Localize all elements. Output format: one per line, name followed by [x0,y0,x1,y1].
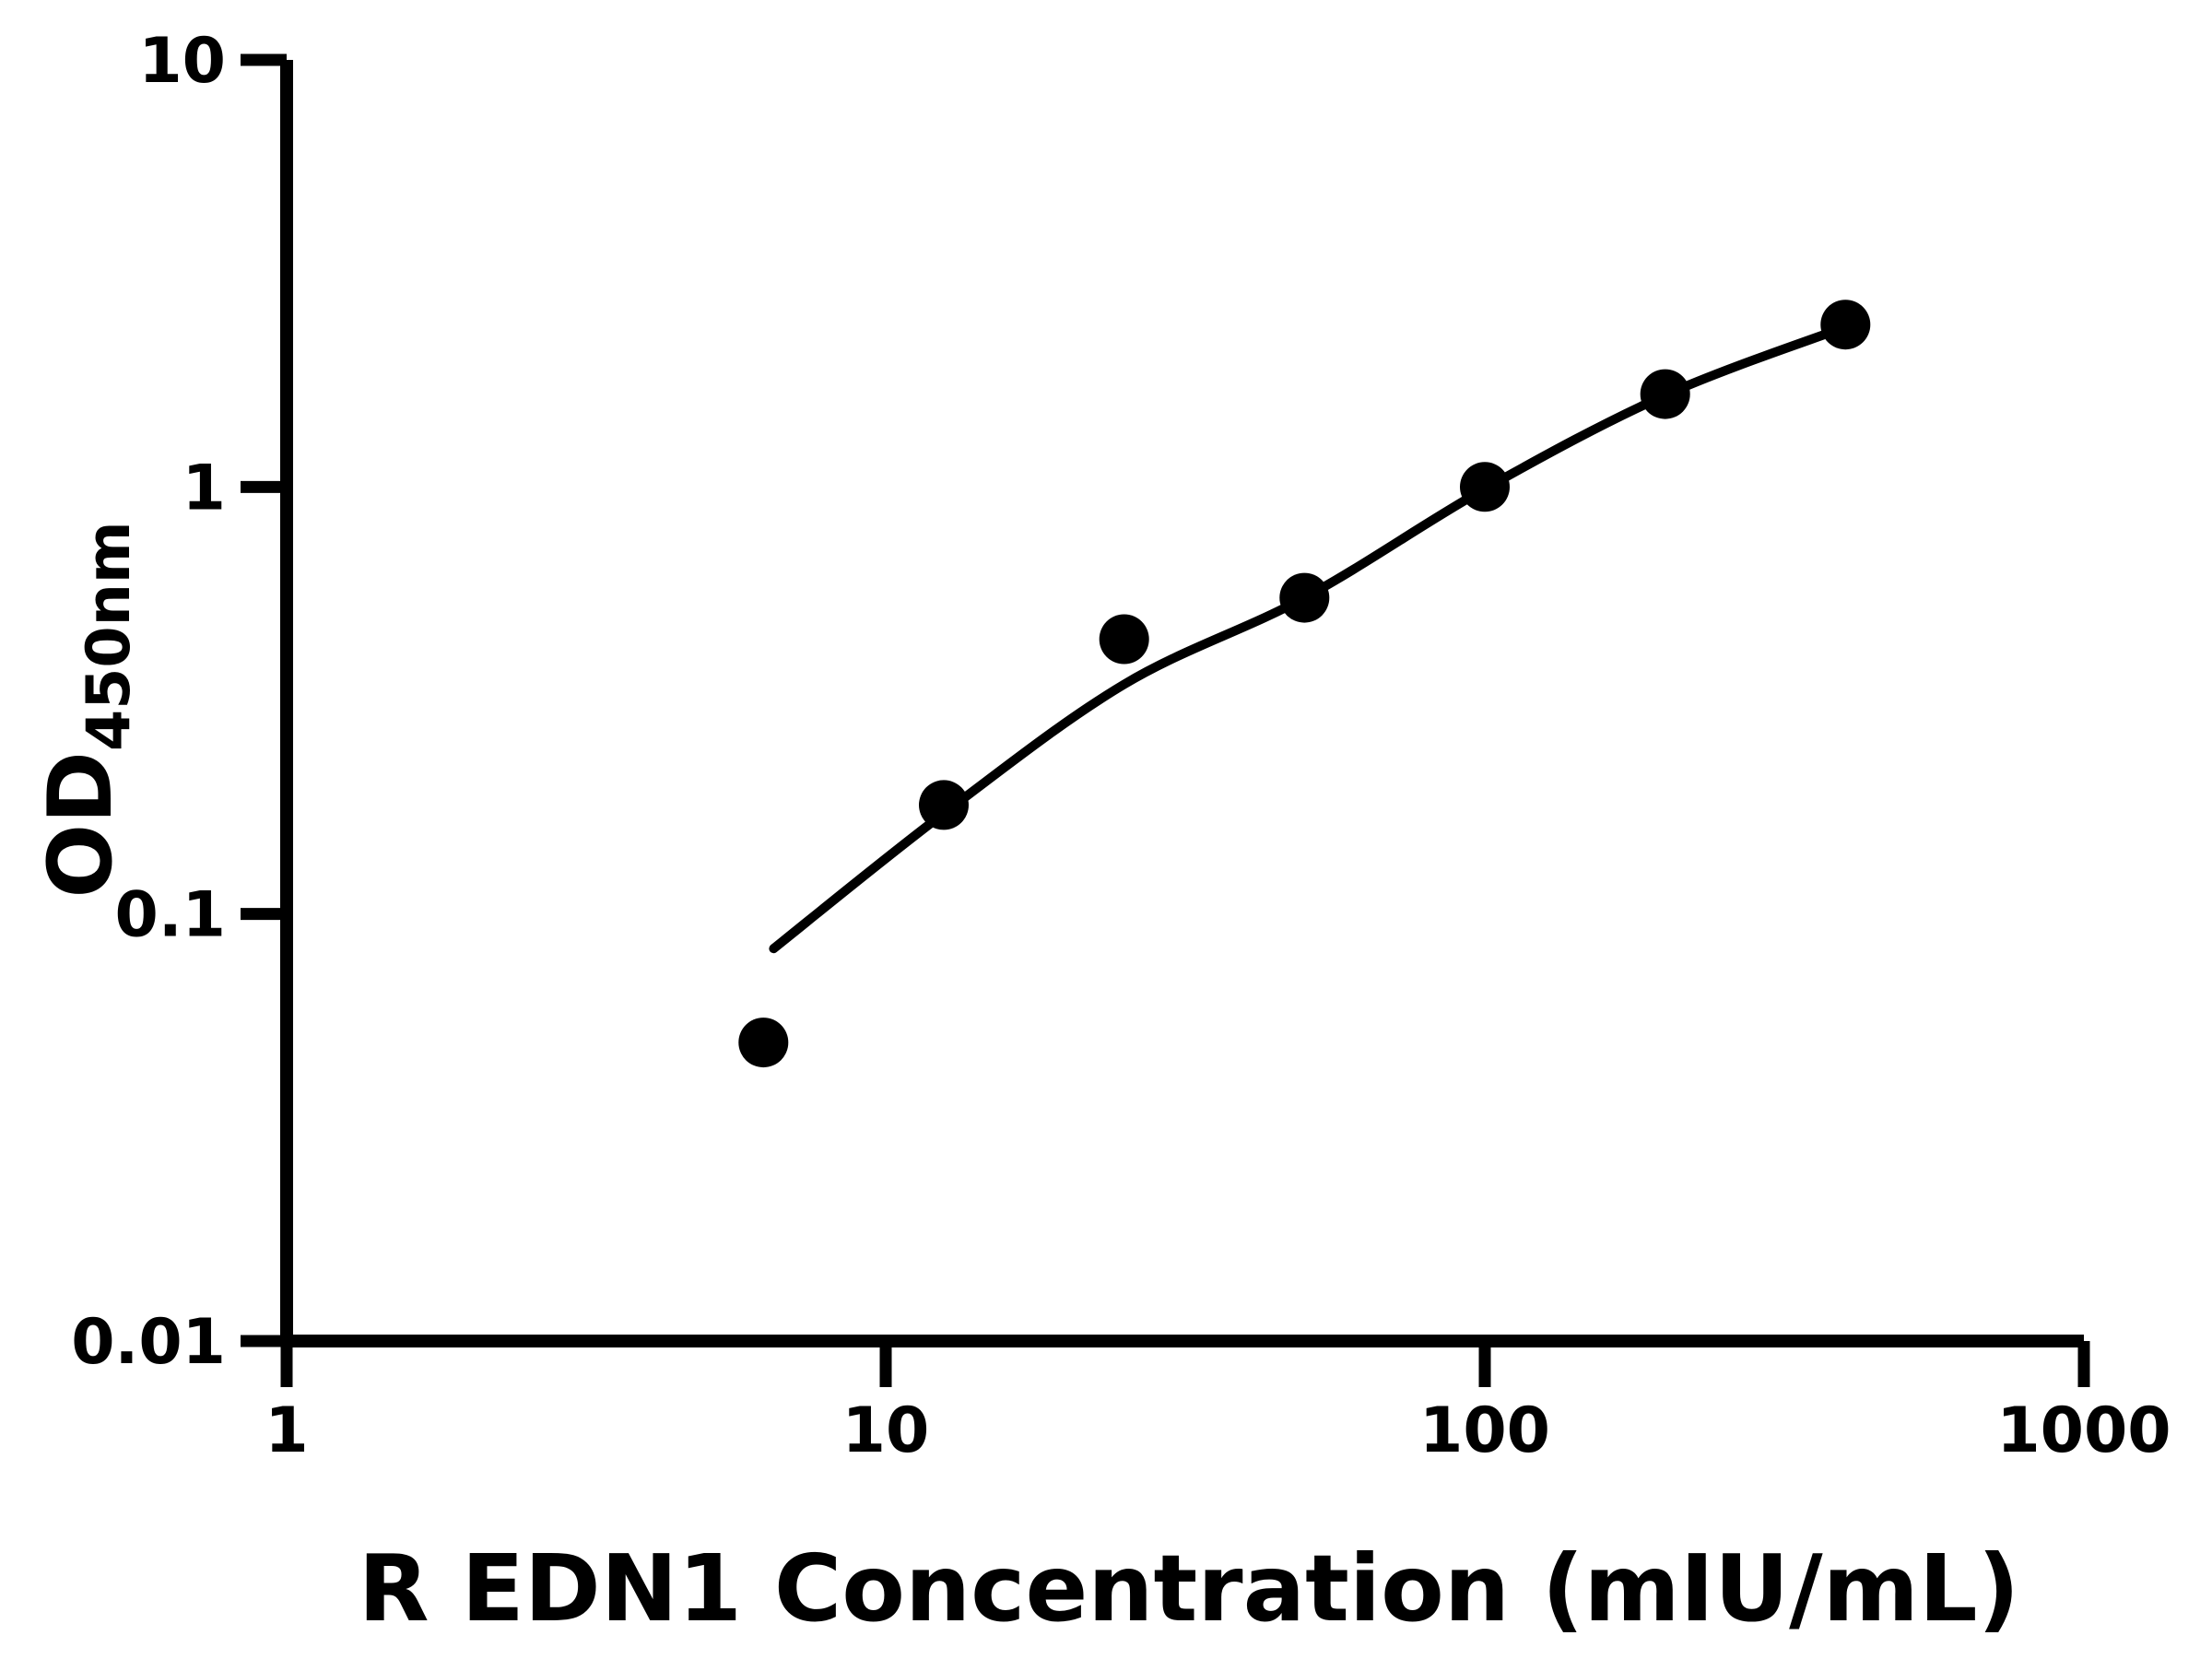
y-axis-title-subscript: 450nm [75,521,144,751]
x-axis-title: R EDN1 Concentration (mIU/mL) [359,1535,2020,1642]
axes: 10 1 0.1 0.01 1 10 100 1000 [71,25,2171,1467]
plot-area [738,300,1871,1068]
y-tick-label-0.01: 0.01 [71,1306,226,1379]
y-tick-label-10: 10 [138,25,226,98]
x-tick-label-100: 100 [1419,1394,1550,1467]
svg-text:OD450nm: OD450nm [30,521,144,898]
data-point-6.25 [738,1018,789,1068]
x-tick-label-1: 1 [265,1394,308,1467]
fit-curve [769,322,1851,954]
data-point-25 [1099,614,1149,665]
y-axis-tick-labels: 10 1 0.1 0.01 [71,25,226,1379]
y-tick-label-1: 1 [182,452,226,524]
x-tick-label-10: 10 [842,1394,930,1467]
y-axis-ticks [241,53,287,1347]
data-point-400 [1820,300,1871,350]
data-point-12.5 [919,780,969,830]
x-axis-tick-labels: 1 10 100 1000 [265,1394,2171,1467]
y-axis-title: OD450nm [30,521,144,898]
x-axis-ticks [280,1341,2090,1387]
data-point-200 [1640,369,1690,419]
data-point-50 [1279,572,1330,623]
y-tick-label-0.1: 0.1 [115,879,226,952]
data-points [738,300,1871,1068]
data-point-100 [1460,462,1510,512]
y-axis-title-base: OD [30,751,132,899]
x-tick-label-1000: 1000 [1996,1394,2171,1467]
